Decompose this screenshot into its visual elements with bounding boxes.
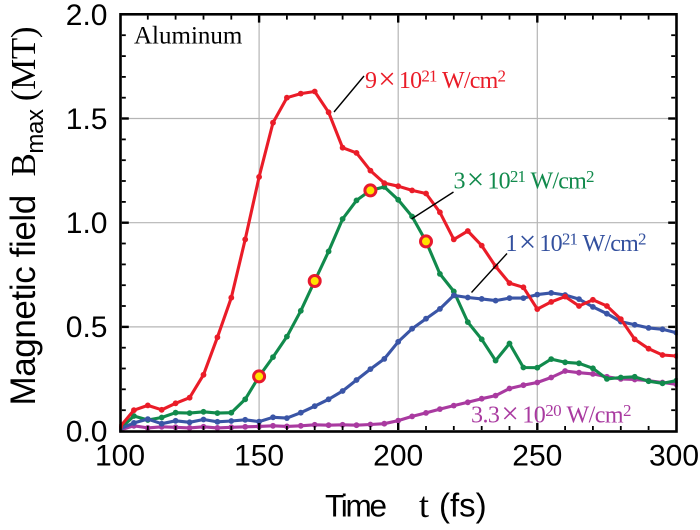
svg-text:150: 150 bbox=[234, 440, 284, 473]
svg-text:(fs): (fs) bbox=[439, 487, 487, 524]
svg-text:0.0: 0.0 bbox=[66, 415, 108, 448]
svg-text:250: 250 bbox=[512, 440, 562, 473]
svg-text:2.0: 2.0 bbox=[66, 0, 108, 32]
svg-text:1.0: 1.0 bbox=[66, 207, 108, 240]
svg-text:Aluminum: Aluminum bbox=[134, 23, 243, 50]
svg-text:Magnetic field Bmax (MT): Magnetic field Bmax (MT) bbox=[4, 27, 49, 406]
svg-text:Time: Time bbox=[325, 488, 387, 524]
svg-text:100: 100 bbox=[95, 440, 145, 473]
svg-text:0.5: 0.5 bbox=[66, 311, 108, 344]
svg-text:1.5: 1.5 bbox=[66, 103, 108, 136]
svg-text:3.3×1020 W/cm2: 3.3× 1020 W/cm2 bbox=[471, 395, 632, 430]
svg-text:300: 300 bbox=[649, 440, 699, 473]
svg-text:t: t bbox=[419, 485, 429, 525]
svg-text:200: 200 bbox=[373, 440, 423, 473]
